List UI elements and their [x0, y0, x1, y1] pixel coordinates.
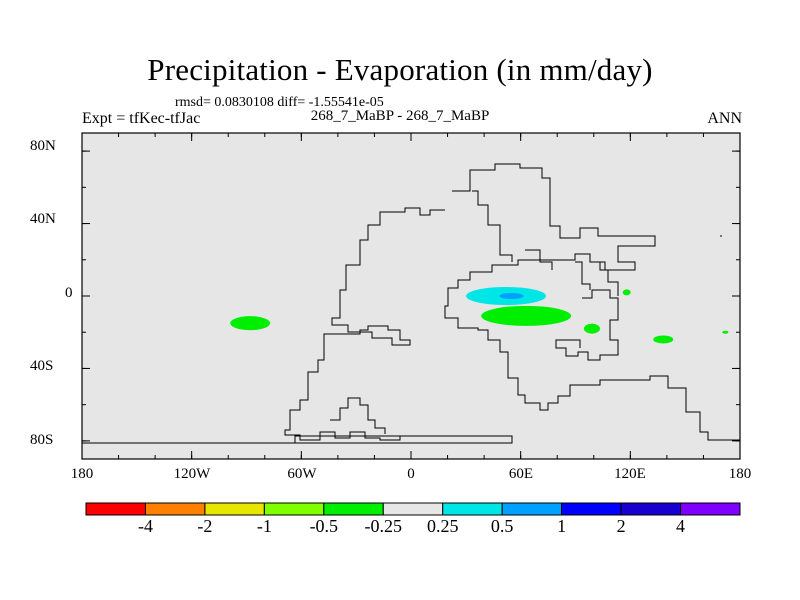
tick-marks: [81, 133, 741, 459]
chart-title: Precipitation - Evaporation (in mm/day): [147, 52, 653, 87]
anomaly-patch: [583, 323, 600, 334]
stats-text: rmsd= 0.0830108 diff= -1.55541e-05: [175, 95, 384, 110]
season-label: ANN: [707, 110, 742, 127]
x-tick-label: 60W: [287, 466, 317, 482]
antarctica-coastline: [82, 435, 513, 444]
x-tick-label: 180: [728, 466, 752, 482]
maritime-outline: [555, 289, 619, 361]
y-tick-label: 80S: [30, 432, 54, 448]
colorbar-label: -4: [137, 516, 153, 536]
anomaly-patch: [230, 316, 271, 331]
colorbar-swatch: [263, 502, 325, 516]
colorbar-swatch: [501, 502, 563, 516]
anomaly-patch: [622, 289, 631, 296]
anomaly-patch: [722, 330, 729, 334]
x-tick-label: 120W: [173, 466, 211, 482]
colorbar-swatch: [382, 502, 444, 516]
y-tick-label: 40N: [30, 211, 56, 227]
anomaly-patch: [481, 305, 572, 326]
colorbar-label: 0.25: [426, 516, 459, 536]
colorbar-label: -2: [197, 516, 213, 536]
x-tick-label: 0: [407, 466, 415, 482]
colorbar-swatch: [323, 502, 384, 516]
colorbar-swatch: [620, 502, 682, 516]
y-tick-label: 80N: [30, 138, 56, 154]
africa-coastline: [444, 163, 740, 441]
india-coastline: [575, 261, 591, 290]
y-tick-label: 40S: [30, 358, 54, 374]
coastlines: [82, 163, 740, 444]
colorbar-label: -0.5: [309, 516, 339, 536]
colorbar-swatch: [85, 502, 146, 516]
asia-coastline: [472, 190, 513, 262]
americas-coastline: [284, 207, 445, 441]
colorbar-label: -1: [256, 516, 272, 536]
colorbar-swatch: [680, 502, 741, 516]
colorbar-label: 2: [616, 516, 626, 536]
colorbar-label: 0.5: [490, 516, 514, 536]
colorbar-label: -0.25: [364, 516, 403, 536]
x-tick-label: 180: [70, 466, 94, 482]
colorbar-swatch: [204, 502, 265, 516]
colorbar-label: 1: [557, 516, 567, 536]
colorbar-swatch: [561, 502, 622, 516]
map-background: [82, 133, 740, 459]
colorbar-label: 4: [676, 516, 686, 536]
indochina-outline: [598, 261, 619, 296]
colorbar-swatch: [144, 502, 206, 516]
colorbar-swatch: [442, 502, 503, 516]
y-tick-label: 0: [65, 285, 73, 301]
x-tick-label: 60E: [508, 466, 534, 482]
experiment-label: Expt = tfKec-tfJac: [82, 110, 201, 127]
run-text: 268_7_MaBP - 268_7_MaBP: [310, 108, 490, 124]
anomaly-patch: [499, 293, 524, 299]
antarctic-peninsula-outline: [330, 397, 386, 434]
x-tick-label: 120E: [614, 466, 646, 482]
arabia-coastline: [525, 249, 553, 270]
anomaly-patch: [653, 335, 674, 344]
anomaly-features: [230, 287, 729, 344]
